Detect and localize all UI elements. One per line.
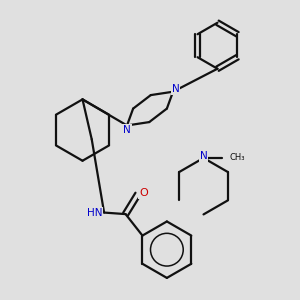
Text: N: N — [123, 125, 131, 135]
Text: CH₃: CH₃ — [230, 154, 245, 163]
Text: N: N — [200, 151, 207, 160]
Text: O: O — [139, 188, 148, 198]
Text: HN: HN — [87, 208, 102, 218]
Text: N: N — [172, 84, 179, 94]
